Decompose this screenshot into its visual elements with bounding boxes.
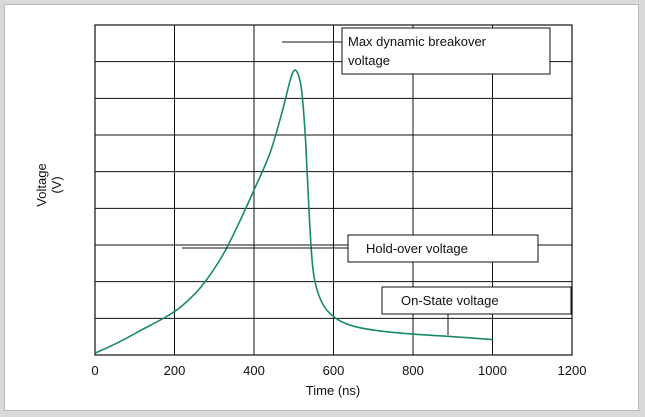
x-tick-label: 800 (402, 363, 424, 378)
x-axis-title: Time (ns) (306, 383, 360, 398)
x-axis-ticks: 0 200 400 600 800 1000 1200 (91, 363, 586, 378)
on-state-label: On-State voltage (401, 293, 499, 308)
x-tick-label: 200 (164, 363, 186, 378)
x-tick-label: 0 (91, 363, 98, 378)
x-tick-label: 1000 (478, 363, 507, 378)
max-breakover-callout-box (341, 27, 551, 75)
voltage-time-chart: 0 200 400 600 800 1000 1200 Voltage (V) Time (… (34, 24, 586, 398)
on-state-callout-box (381, 286, 572, 315)
hold-over-callout-box (347, 234, 539, 263)
x-tick-label: 400 (243, 363, 265, 378)
max-breakover-label-line1: Max dynamic breakover (348, 34, 487, 49)
y-axis-unit: (V) (49, 176, 64, 193)
voltage-curve (94, 69, 493, 354)
chart-frame: 0 200 400 600 800 1000 1200 Voltage (V) Time (… (4, 4, 639, 411)
max-breakover-label-line2: voltage (348, 53, 390, 68)
hold-over-label: Hold-over voltage (366, 241, 468, 256)
x-tick-label: 1200 (558, 363, 587, 378)
y-axis-title: Voltage (34, 163, 49, 206)
x-tick-label: 600 (323, 363, 345, 378)
